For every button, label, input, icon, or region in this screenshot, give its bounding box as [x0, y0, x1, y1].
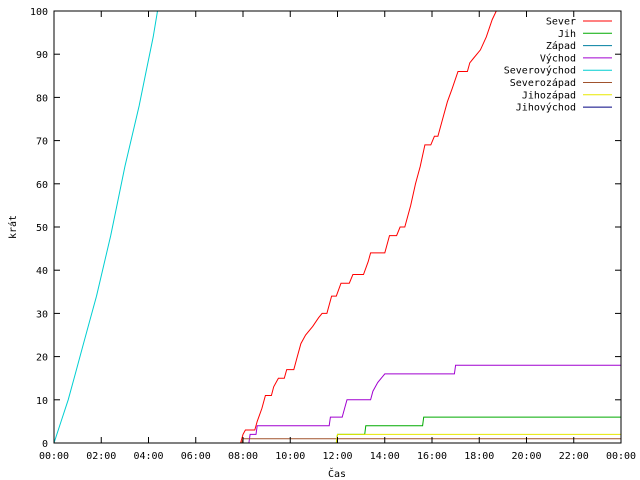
ticks-layer: 0 10 20 30 40 50 60 70 80 90 100 00:00 02:00 04:00 06:…	[30, 7, 636, 462]
legend: SeverJihZápadVýchodSeverovýchodSeverozáp…	[504, 17, 612, 114]
legend-label: Severozápad	[510, 77, 576, 89]
x-tick-label: 06:00	[181, 451, 211, 462]
y-tick-label: 0	[42, 439, 48, 450]
x-axis-label: Čas	[328, 467, 346, 480]
x-tick-label: 08:00	[228, 451, 258, 462]
series-line-4	[54, 11, 158, 443]
series-line-3	[54, 364, 621, 443]
x-tick-label: 14:00	[370, 451, 400, 462]
y-tick-label: 10	[36, 396, 48, 407]
y-tick-label: 100	[30, 7, 48, 18]
x-tick-label: 10:00	[275, 451, 305, 462]
x-tick-label: 22:00	[559, 451, 589, 462]
y-tick-label: 60	[36, 180, 48, 191]
legend-label: Západ	[546, 40, 576, 52]
y-tick-label: 20	[36, 353, 48, 364]
y-tick-label: 40	[36, 266, 48, 277]
legend-label: Severovýchod	[504, 65, 576, 77]
y-axis-label: krát	[7, 215, 19, 239]
x-tick-label: 04:00	[133, 451, 163, 462]
legend-label: Jih	[558, 29, 576, 40]
y-tick-label: 90	[36, 50, 48, 61]
legend-label: Jihozápad	[522, 89, 576, 101]
x-tick-label: 00:00	[39, 451, 69, 462]
y-tick-label: 70	[36, 137, 48, 148]
series-line-0	[54, 11, 497, 443]
y-tick-label: 50	[36, 223, 48, 234]
y-tick-label: 80	[36, 93, 48, 104]
x-tick-label: 02:00	[86, 451, 116, 462]
x-tick-label: 20:00	[511, 451, 541, 462]
x-tick-label: 16:00	[417, 451, 447, 462]
legend-label: Sever	[546, 17, 576, 28]
x-tick-label: 18:00	[464, 451, 494, 462]
series-line-6	[54, 433, 621, 443]
legend-label: Jihovýchod	[516, 102, 576, 114]
x-tick-label: 00:00	[606, 451, 636, 462]
x-tick-label: 12:00	[322, 451, 352, 462]
legend-label: Východ	[540, 52, 576, 64]
y-tick-label: 30	[36, 309, 48, 320]
